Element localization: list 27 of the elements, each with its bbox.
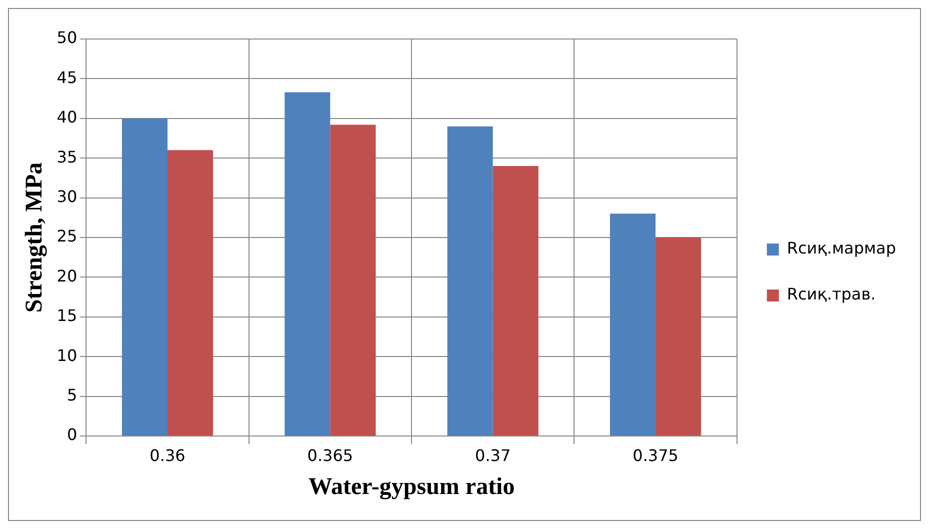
legend-label: Rсиқ.мармар bbox=[786, 238, 896, 258]
bar bbox=[284, 92, 330, 436]
x-tick-label: 0.375 bbox=[632, 446, 678, 465]
x-axis-title: Water-gypsum ratio bbox=[308, 474, 515, 500]
bar bbox=[330, 124, 376, 436]
y-tick-label: 15 bbox=[56, 306, 78, 326]
y-tick-label: 35 bbox=[56, 147, 78, 166]
y-axis-title: Strength, MPa bbox=[22, 162, 48, 313]
y-tick-label: 25 bbox=[56, 226, 78, 246]
y-tick-label: 0 bbox=[66, 425, 78, 444]
bar bbox=[492, 166, 538, 436]
y-tick-label: 10 bbox=[56, 346, 78, 365]
y-tick-label: 30 bbox=[56, 186, 78, 206]
y-tick-label: 20 bbox=[56, 266, 78, 286]
bar bbox=[122, 118, 168, 436]
bar bbox=[656, 238, 702, 436]
bar bbox=[610, 214, 656, 436]
bar bbox=[447, 126, 493, 436]
y-tick-label: 50 bbox=[56, 28, 78, 48]
x-tick-label: 0.365 bbox=[307, 446, 354, 465]
y-tick-label: 5 bbox=[66, 385, 78, 404]
x-tick-label: 0.36 bbox=[150, 446, 186, 465]
bar bbox=[168, 150, 214, 436]
x-tick-label: 0.37 bbox=[475, 446, 511, 465]
y-tick-label: 45 bbox=[56, 68, 78, 87]
y-tick-label: 40 bbox=[56, 108, 78, 127]
legend-label: Rсиқ.трав. bbox=[786, 284, 876, 304]
